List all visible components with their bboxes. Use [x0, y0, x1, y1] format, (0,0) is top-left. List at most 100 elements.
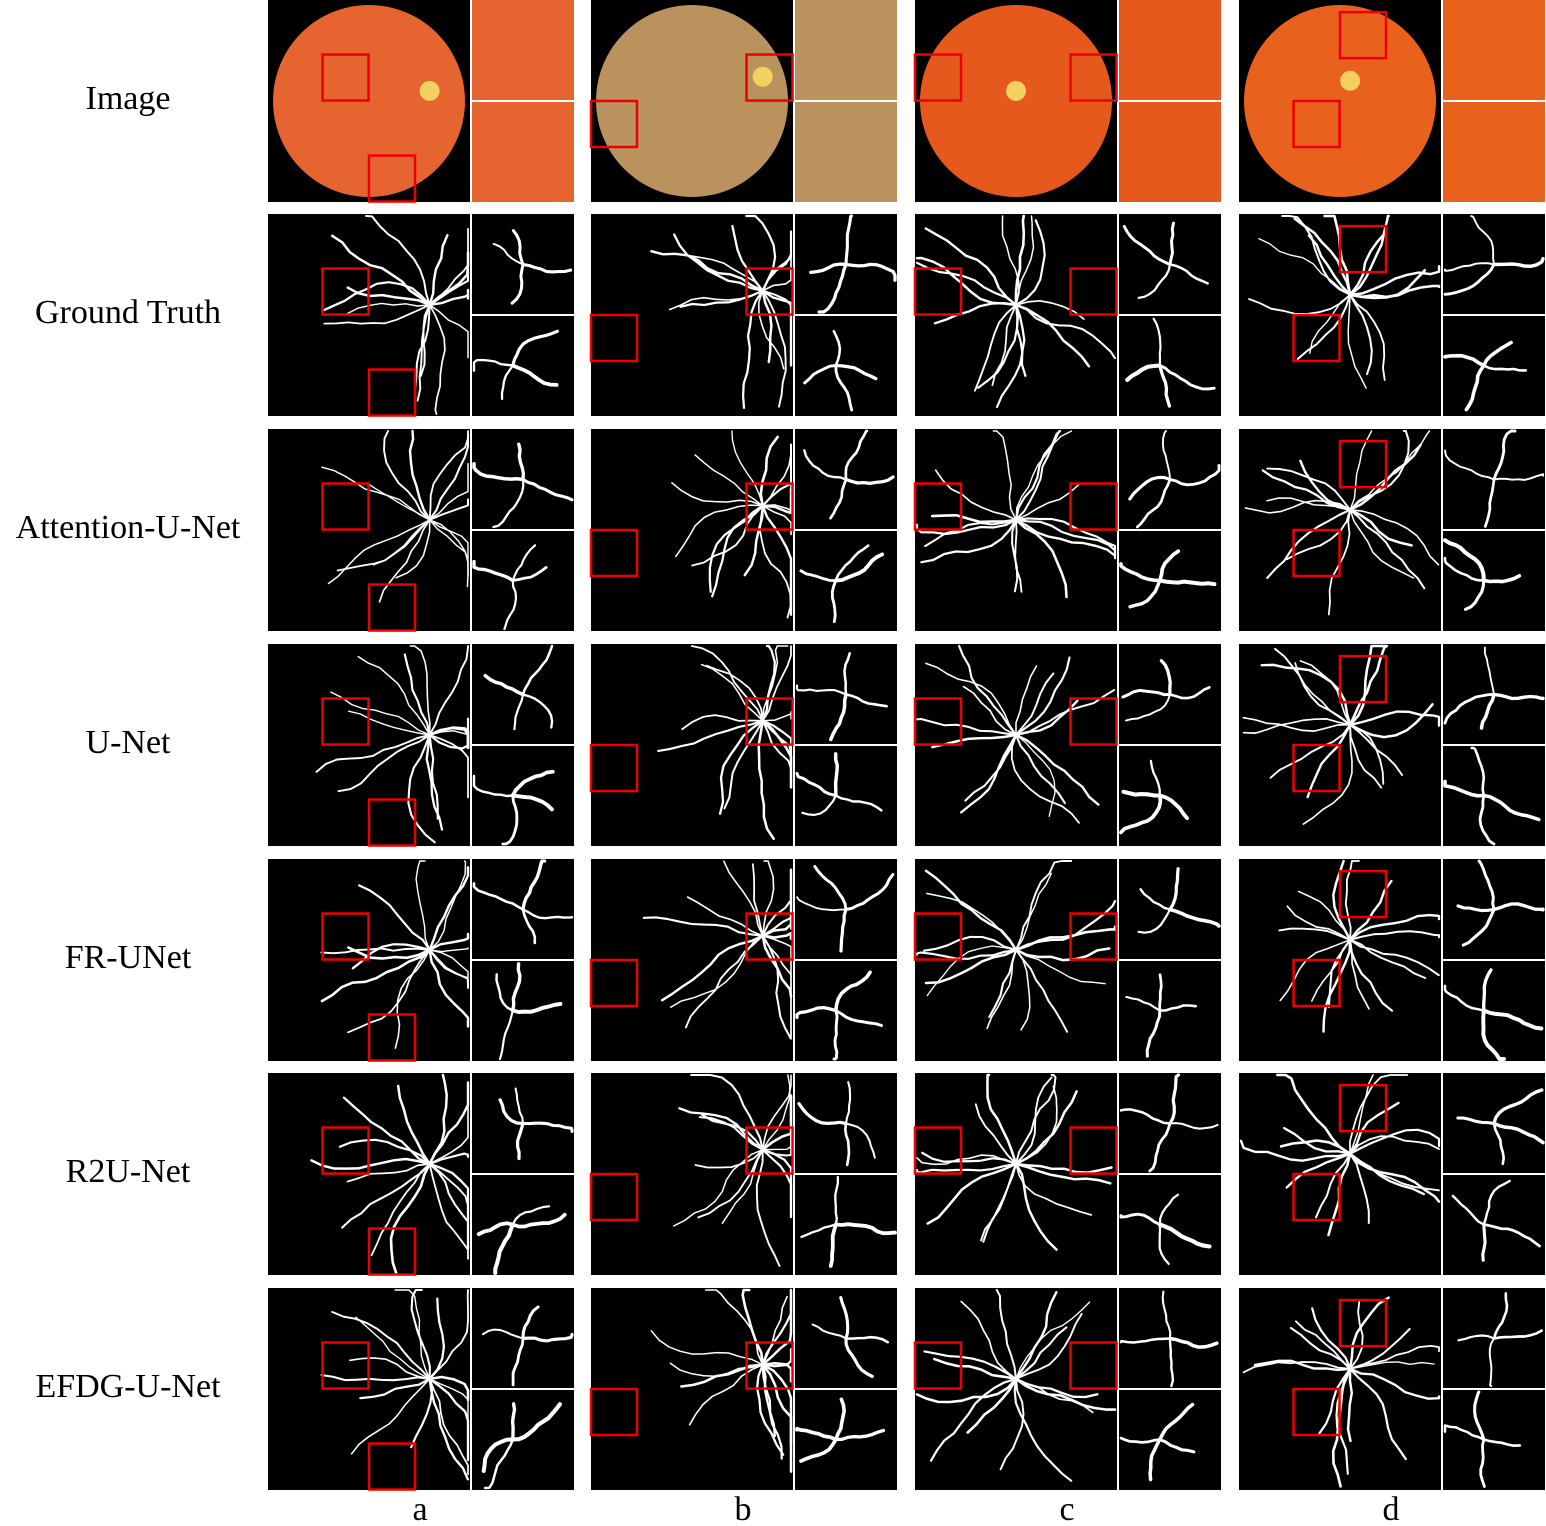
vessel: [1239, 1139, 1352, 1162]
vessel: [680, 1363, 764, 1388]
vessel: [1309, 294, 1351, 354]
vessel: [1122, 224, 1172, 266]
vessel: [428, 1377, 469, 1481]
vessel: [813, 864, 848, 911]
vessel: [389, 1162, 431, 1275]
vessel: [834, 544, 870, 582]
vessel: [843, 1122, 851, 1167]
vessel: [924, 518, 1017, 548]
vessel: [1348, 1101, 1400, 1155]
roi-box: [1292, 743, 1341, 793]
vessel: [1481, 1222, 1487, 1262]
vessel: [799, 1437, 838, 1463]
vessel: [1168, 1073, 1181, 1126]
vessel: [1285, 508, 1352, 561]
vessel: [1443, 556, 1486, 582]
vessel: [511, 329, 559, 368]
vessel: [410, 1288, 431, 1380]
vessel: [1349, 938, 1427, 979]
vessel: [1335, 1367, 1352, 1475]
roi-box: [913, 482, 963, 531]
vessel: [843, 652, 851, 696]
vessel: [1492, 1122, 1506, 1166]
vessel: [833, 1222, 897, 1236]
vessel: [1014, 1326, 1068, 1380]
vessel: [1481, 1008, 1544, 1031]
vessel: [1135, 478, 1172, 529]
vessel: [515, 1121, 525, 1161]
panel: [913, 214, 1221, 416]
vessel: [1349, 938, 1394, 1012]
roi-box: [589, 99, 639, 149]
vessel: [761, 1134, 792, 1157]
vessel: [372, 519, 431, 566]
vessel: [428, 734, 469, 799]
vessel: [915, 261, 1018, 306]
vessel: [1014, 656, 1071, 736]
vessel: [1483, 646, 1495, 696]
vessel: [1119, 1108, 1172, 1125]
roi-box: [1338, 869, 1388, 919]
vessel: [1015, 948, 1069, 1033]
vessel: [1168, 867, 1180, 912]
roi-box: [1069, 1126, 1118, 1175]
vessel: [347, 710, 431, 736]
vessel: [416, 303, 431, 402]
vessel: [320, 1373, 431, 1382]
vessel: [915, 717, 1018, 736]
vessel: [759, 504, 792, 619]
vessel: [1168, 1336, 1219, 1349]
vessel: [1137, 263, 1172, 300]
roi-box: [367, 583, 417, 632]
vessel: [828, 1222, 838, 1268]
vessel: [1010, 734, 1080, 824]
vessel: [1014, 1377, 1117, 1411]
vessel: [829, 478, 848, 520]
vessel: [1285, 1152, 1352, 1189]
vessel: [761, 1363, 793, 1473]
vessel: [834, 363, 878, 381]
vessel: [357, 655, 431, 736]
vessel: [1274, 647, 1352, 726]
vessel: [758, 289, 785, 370]
vessel: [930, 514, 1018, 524]
row-label: U-Net: [86, 724, 172, 761]
vessel: [492, 242, 524, 266]
vessel: [428, 1378, 469, 1476]
vessel: [745, 214, 777, 292]
roi-box: [1069, 697, 1118, 746]
vessel: [678, 1107, 764, 1151]
column-label: c: [1059, 1491, 1074, 1526]
vessel: [1168, 1122, 1219, 1130]
roi-box: [321, 53, 370, 102]
panel: [913, 859, 1221, 1061]
vessel: [346, 1163, 431, 1183]
zoom-bottom: [1443, 1390, 1545, 1490]
vessel: [1161, 430, 1171, 481]
vessel: [1158, 1437, 1196, 1454]
vessel: [761, 1363, 776, 1438]
vessel: [1464, 363, 1486, 412]
vessel: [521, 693, 554, 729]
vessel: [1349, 1327, 1411, 1370]
vessel: [1014, 214, 1026, 307]
vessel: [510, 363, 559, 387]
vessel: [321, 466, 431, 521]
vessel: [1015, 1312, 1083, 1380]
vessel: [428, 1162, 470, 1223]
vessel: [1349, 293, 1373, 376]
vessel: [1473, 1390, 1486, 1442]
vessel: [1348, 265, 1441, 297]
panel: [589, 644, 897, 846]
vessel: [472, 559, 515, 583]
vessel: [428, 1377, 470, 1462]
vessel: [1128, 475, 1172, 501]
vessel: [1158, 1223, 1170, 1266]
vessel: [844, 475, 895, 486]
vessel: [1349, 509, 1440, 566]
vessel: [1014, 518, 1117, 560]
vessel: [1015, 949, 1031, 1031]
vessel: [1348, 879, 1393, 941]
vessel: [1015, 872, 1053, 951]
vessel: [844, 1081, 852, 1125]
